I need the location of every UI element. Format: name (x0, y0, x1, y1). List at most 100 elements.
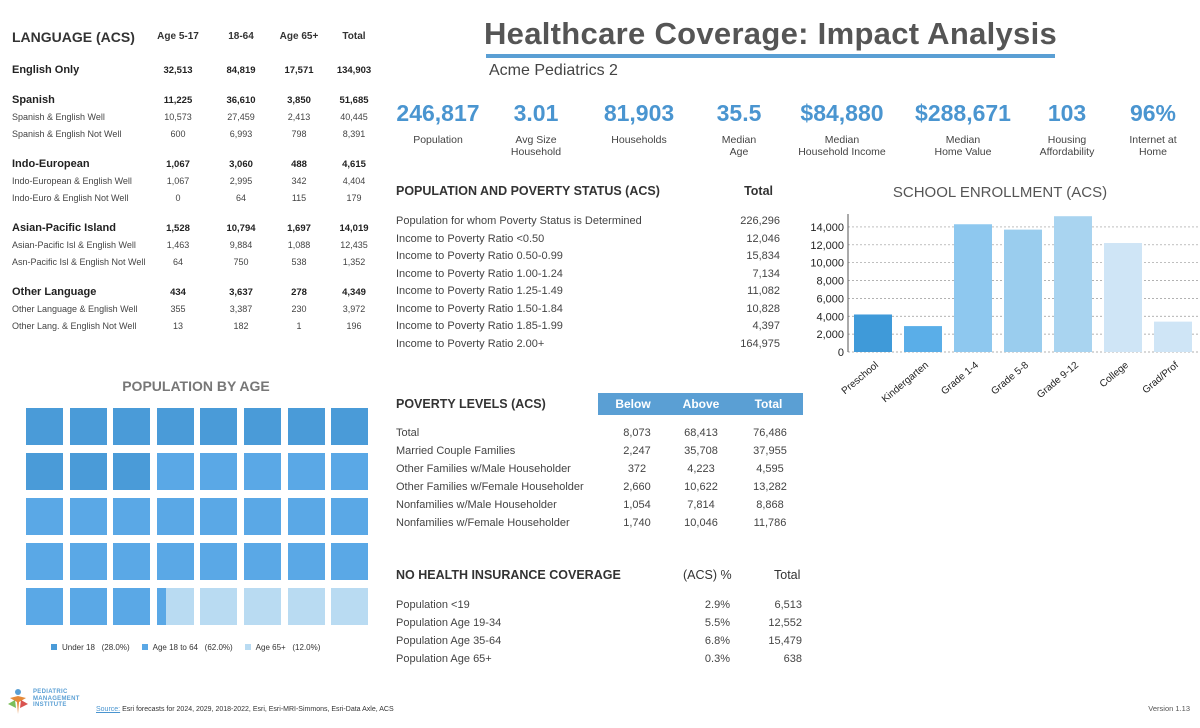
legend-item: Age 18 to 64 (62.0%) (141, 643, 233, 652)
waffle-cell (69, 453, 107, 490)
kpi-label: Median Home Value (934, 134, 992, 158)
language-cell: 2,995 (229, 176, 253, 186)
kpi-value: 81,903 (603, 100, 675, 126)
source-text: Esri forecasts for 2024, 2029, 2018-2022… (120, 706, 394, 713)
poverty-status-value: 4,397 (752, 320, 780, 332)
no-health-insurance-label: Population Age 65+ (396, 653, 492, 665)
language-row-label: Indo-European (12, 158, 90, 170)
population-age-legend: Under 18 (28.0%) Age 18 to 64 (62.0%) Age … (51, 643, 332, 652)
language-cell: 1,697 (287, 223, 311, 234)
no-health-insurance-pct: 6.8% (704, 635, 730, 647)
language-cell: 51,685 (339, 95, 369, 106)
poverty-levels-cell: 10,622 (684, 481, 718, 493)
x-tick-label: Grade 1-4 (939, 360, 981, 398)
waffle-cell (156, 588, 194, 625)
kpi-label: Population (413, 134, 463, 146)
poverty-status-row: Population for whom Poverty Status is De… (396, 213, 786, 231)
language-cell: 2,413 (287, 112, 311, 122)
kpi-value: 103 (1047, 100, 1087, 126)
language-cell: 230 (291, 304, 307, 314)
no-health-insurance-total: 12,552 (768, 617, 802, 629)
language-cell: 8,391 (342, 129, 366, 139)
kpi-card: 246,817 Population (378, 98, 498, 146)
waffle-cell (331, 453, 369, 490)
no-health-insurance-pct: 2.9% (704, 599, 730, 611)
language-cell: 6,993 (229, 129, 253, 139)
language-row: Other Language & English Well 355 3,387 230… (12, 301, 377, 318)
language-cell: 355 (170, 304, 186, 314)
language-cell: 64 (235, 193, 246, 203)
language-cell: 10,573 (164, 112, 192, 122)
source-link[interactable]: Source: (96, 706, 121, 713)
waffle-cell (331, 498, 369, 535)
waffle-cell (287, 543, 325, 580)
poverty-levels-row: Other Families w/Female Householder 2,660… (396, 478, 806, 496)
poverty-status-value: 164,975 (740, 337, 780, 350)
kpi-card: 81,903 Households (579, 98, 699, 146)
poverty-levels-cell: 2,247 (623, 445, 651, 457)
poverty-levels-cell: 35,708 (684, 445, 718, 457)
y-tick-label: 8,000 (816, 276, 844, 288)
poverty-status-row: Income to Poverty Ratio 2.00+ 164,975 (396, 336, 786, 354)
x-tick-label: Grade 5-8 (989, 360, 1031, 398)
no-health-insurance-total: 638 (783, 653, 802, 665)
language-cell: 27,459 (227, 112, 255, 122)
legend-item: Under 18 (28.0%) (51, 643, 130, 652)
poverty-levels-cell: 4,595 (756, 463, 784, 475)
population-by-age-title: POPULATION BY AGE (122, 378, 270, 394)
language-cell: 17,571 (284, 65, 314, 76)
no-health-insurance-row: Population Age 19-34 5.5% 12,552 (396, 614, 806, 632)
language-cell: 196 (346, 321, 362, 331)
poverty-status-label: Population for whom Poverty Status is De… (396, 215, 642, 227)
pmi-logo-icon (8, 689, 28, 714)
language-column-header: 18-64 (228, 31, 254, 42)
school-enrollment-title: SCHOOL ENROLLMENT (ACS) (892, 184, 1108, 201)
poverty-levels-label: Total (396, 427, 420, 439)
poverty-levels-label: Other Families w/Female Householder (396, 481, 584, 493)
poverty-status-row: Income to Poverty Ratio 1.25-1.49 11,082 (396, 283, 786, 301)
poverty-total-header: Total (754, 397, 783, 411)
language-cell: 3,387 (229, 304, 253, 314)
no-health-insurance-row: Population <19 2.9% 6,513 (396, 596, 806, 614)
kpi-card: 35.5 Median Age (679, 98, 799, 158)
language-cell: 750 (233, 257, 249, 267)
y-tick-label: 10,000 (810, 258, 844, 270)
source-note: Source: Esri forecasts for 2024, 2029, 2… (96, 706, 394, 713)
language-cell: 1,067 (166, 159, 190, 170)
poverty-levels-row: Nonfamilies w/Male Householder 1,054 7,814… (396, 496, 806, 514)
poverty-levels-row: Married Couple Families 2,247 35,708 37,955 (396, 442, 806, 460)
poverty-levels-cell: 7,814 (687, 499, 715, 511)
language-row: Spanish & English Not Well 600 6,993 798 8,3… (12, 126, 377, 143)
waffle-cell (156, 498, 194, 535)
language-cell: 182 (233, 321, 249, 331)
language-cell: 134,903 (336, 65, 372, 76)
waffle-cell (244, 543, 281, 580)
language-cell: 179 (346, 193, 362, 203)
poverty-status-value: 7,134 (752, 267, 780, 280)
x-tick-label: Grad/Prof (1141, 360, 1181, 396)
poverty-status-label: Income to Poverty Ratio 1.50-1.84 (396, 302, 563, 315)
waffle-cell (113, 498, 151, 535)
poverty-status-total-header: Total (744, 184, 773, 198)
legend-swatch (141, 644, 148, 650)
poverty-status-title: POPULATION AND POVERTY STATUS (ACS) (396, 184, 660, 198)
poverty-status-row: Income to Poverty Ratio <0.50 12,046 (396, 231, 786, 249)
poverty-levels-label: Nonfamilies w/Female Householder (396, 517, 570, 529)
waffle-cell (26, 498, 63, 535)
no-health-insurance-total-header: Total (774, 568, 801, 582)
enrollment-bar (1004, 229, 1042, 352)
language-row: Indo-European 1,067 3,060 488 4,615 (12, 156, 377, 173)
language-row-label: Other Language (12, 286, 97, 298)
school-enrollment-chart: 0 2,000 4,000 6,000 8,000 10,000 12,000 14,000 P… (810, 214, 1198, 405)
kpi-card: 96% Internet at Home (1093, 98, 1200, 158)
waffle-cell (200, 543, 238, 580)
enrollment-bar (904, 326, 942, 352)
waffle-cell (26, 588, 63, 625)
language-cell: 10,794 (226, 223, 256, 234)
waffle-cell (156, 453, 194, 490)
no-health-insurance-pct: 0.3% (704, 653, 730, 665)
poverty-status-row: Income to Poverty Ratio 1.50-1.84 10,828 (396, 301, 786, 319)
x-tick-label: Preschool (840, 360, 881, 397)
language-row-label: Other Lang. & English Not Well (12, 321, 137, 331)
waffle-cell (244, 498, 281, 535)
